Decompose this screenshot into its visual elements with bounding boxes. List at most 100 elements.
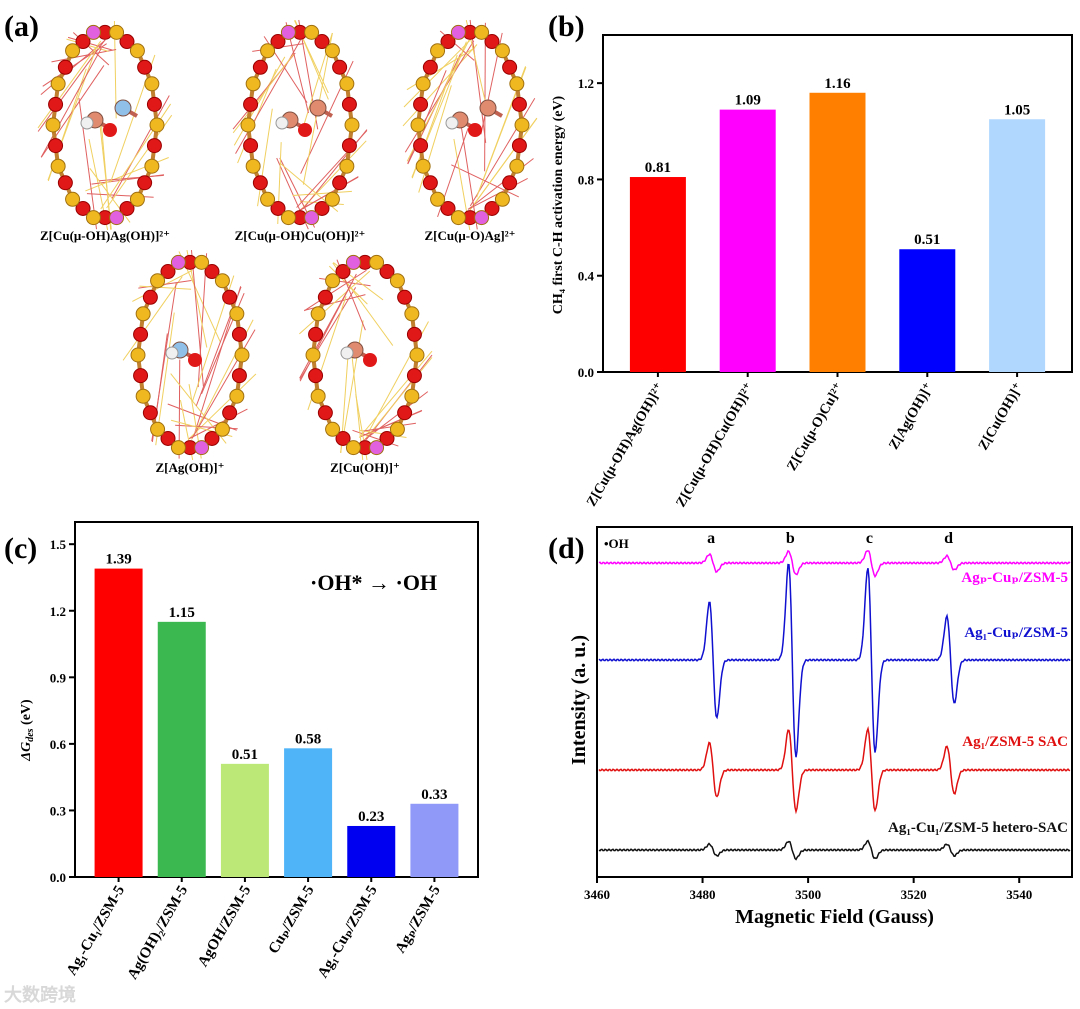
silicon-atom	[149, 117, 165, 133]
bar	[284, 748, 333, 877]
silicon-atom	[305, 347, 321, 363]
silicon-atom	[450, 210, 466, 226]
oxygen-atom	[484, 200, 500, 216]
silicon-atom	[109, 210, 125, 226]
spectrum-line	[598, 549, 1071, 579]
silicon-atom	[150, 421, 166, 437]
silicon-atom	[245, 158, 261, 174]
zeolite-cage-structure	[122, 249, 257, 461]
oxygen-atom	[142, 289, 158, 305]
x-tick-label: 3540	[1006, 887, 1032, 902]
y-tick-label: 0.6	[50, 737, 67, 752]
bar-value-label: 0.51	[232, 747, 258, 763]
series-label: Agₚ-Cuₚ/ZSM-5	[961, 570, 1068, 586]
bar-value-label: 0.58	[295, 731, 321, 747]
spectrum-line	[598, 839, 1071, 861]
bar	[629, 177, 686, 372]
silicon-atom	[194, 440, 210, 456]
silicon-atom	[240, 117, 256, 133]
silicon-atom	[430, 43, 446, 59]
framework-bond	[418, 85, 452, 193]
x-tick-label: Agₚ/ZSM-5	[393, 883, 444, 956]
bar	[410, 803, 459, 877]
metal-atom	[309, 99, 327, 117]
framework-bond	[363, 410, 422, 436]
silicon-atom	[415, 158, 431, 174]
x-tick-label: Ag(OH)₂/ZSM-5	[125, 883, 192, 982]
x-tick-label: Z[Cu(μ-OH)Cu(OH)]²⁺	[674, 381, 757, 510]
oxygen-atom	[440, 200, 456, 216]
series-label: Ag₁-Cu₁/ZSM-5 hetero-SAC	[888, 820, 1068, 836]
silicon-atom	[325, 421, 341, 437]
framework-bond	[100, 117, 112, 230]
silicon-atom	[245, 76, 261, 92]
structure-label: Z[Ag(OH)]⁺	[156, 460, 225, 475]
hydrogen-atom	[340, 346, 354, 360]
framework-bond	[190, 249, 204, 387]
x-tick-label: 3520	[901, 887, 927, 902]
x-tick-label: Z[Ag(OH)]⁺	[887, 381, 937, 453]
metal-atom	[114, 99, 132, 117]
silicon-atom	[85, 24, 101, 40]
silicon-atom	[409, 347, 425, 363]
framework-bond	[459, 119, 478, 230]
peak-label: d	[944, 530, 953, 547]
panel-d-chart: (d) 3460 3480 3500 3520 3540 Magnetic Field (…	[548, 526, 1073, 928]
peak-label: c	[866, 530, 873, 547]
silicon-atom	[474, 24, 490, 40]
structure-label: Z[Cu(μ-O)Ag]²⁺	[424, 228, 515, 243]
silicon-atom	[514, 117, 530, 133]
silicon-atom	[194, 254, 210, 270]
silicon-atom	[389, 421, 405, 437]
oxygen-atom	[222, 405, 238, 421]
oxygen-atom	[252, 175, 268, 191]
series-label: Ag₁/ZSM-5 SAC	[962, 734, 1068, 750]
silicon-atom	[129, 43, 145, 59]
oxygen-atom	[119, 34, 135, 50]
zeolite-cage-structure	[37, 21, 173, 231]
oxygen-atom	[243, 138, 259, 154]
silicon-atom	[65, 191, 81, 207]
oxygen-atom	[511, 138, 527, 154]
oxygen-atom	[142, 405, 158, 421]
panel-c-chart: (c) 0.0 0.3 0.6 0.9 1.2 1.5 1.39 Ag₁-Cu₁/ZSM-5 1…	[4, 521, 479, 982]
oxygen-atom	[204, 430, 220, 446]
y-tick-label: 0.9	[50, 670, 67, 685]
oxygen-atom	[413, 96, 429, 112]
y-tick-label: 0.8	[578, 172, 595, 187]
silicon-atom	[214, 273, 230, 289]
framework-bond	[363, 422, 416, 432]
panel-c-label: (c)	[4, 532, 37, 565]
silicon-atom	[109, 24, 125, 40]
silicon-atom	[450, 24, 466, 40]
reaction-annotation: ·OH* → ·OH	[310, 570, 437, 595]
oxygen-atom	[341, 138, 357, 154]
structure-label: Z[Cu(OH)]⁺	[330, 460, 400, 475]
oxygen-atom	[422, 59, 438, 75]
oxygen-atom	[119, 200, 135, 216]
oxygen-atom	[511, 96, 527, 112]
silicon-atom	[144, 158, 160, 174]
bar-value-label: 0.51	[914, 232, 940, 248]
oxygen-atom	[133, 368, 149, 384]
framework-bond	[40, 47, 102, 158]
framework-bond	[484, 22, 486, 172]
hydroxyl-oxygen-atom	[298, 123, 312, 137]
spectrum-line	[598, 563, 1071, 758]
silicon-atom	[229, 388, 245, 404]
y-axis-label-unit: (eV)	[19, 699, 34, 728]
oxygen-atom	[332, 175, 348, 191]
oxygen-atom	[314, 200, 330, 216]
bar	[220, 763, 269, 877]
hydrogen-atom	[275, 116, 289, 130]
silicon-atom	[135, 388, 151, 404]
silicon-atom	[229, 306, 245, 322]
oxygen-atom	[335, 264, 351, 280]
framework-bond	[122, 276, 183, 361]
silicon-atom	[509, 158, 525, 174]
panel-a-structures: (a) Z[Cu(μ-OH)Ag(OH)]²⁺ Z[Cu(μ-OH)Cu(OH)]…	[4, 10, 538, 475]
silicon-atom	[144, 76, 160, 92]
zeolite-cage-structure	[299, 254, 433, 461]
framework-bond	[299, 281, 353, 379]
oxygen-atom	[308, 368, 324, 384]
